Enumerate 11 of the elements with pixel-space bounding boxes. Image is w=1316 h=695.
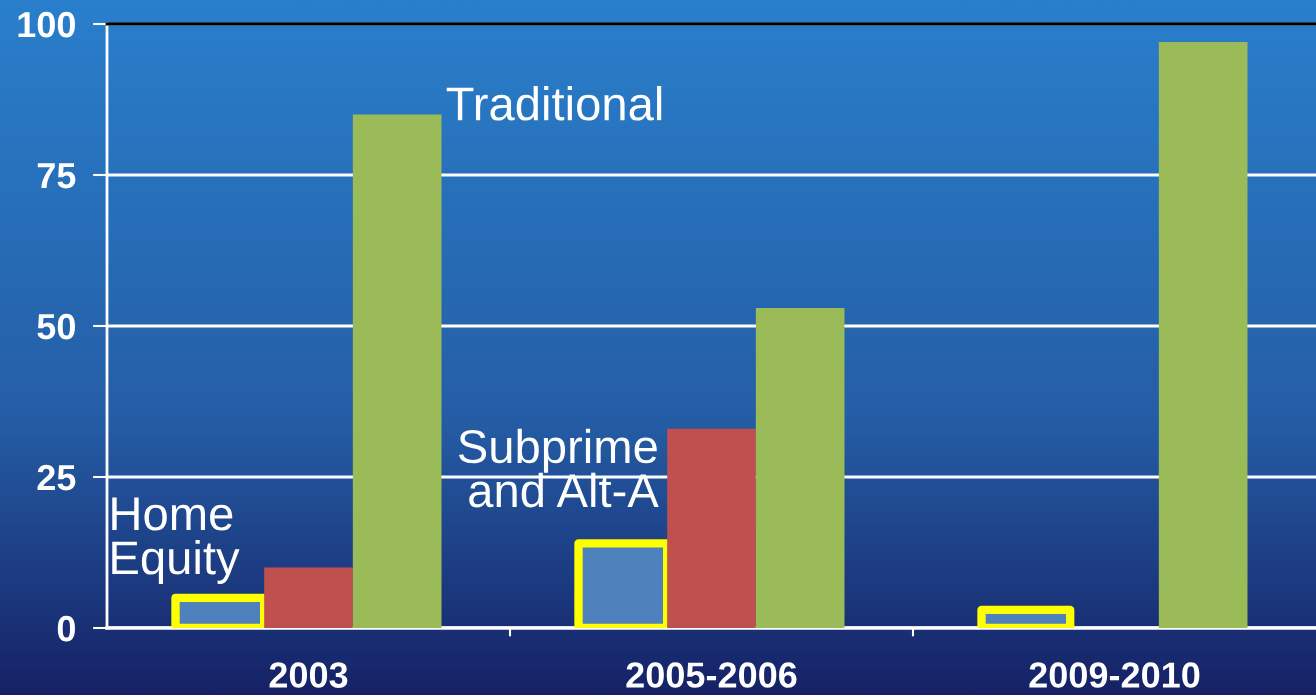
- x-tick-label: 2003: [269, 662, 348, 688]
- y-tick-label: 25: [37, 464, 76, 491]
- y-tick-label: 0: [57, 615, 75, 642]
- y-tick-label: 75: [37, 163, 76, 189]
- x-tick-label: 2009-2010: [1029, 662, 1200, 688]
- y-tick-label: 50: [37, 313, 75, 340]
- series-label: Subprime and Alt-A: [458, 428, 659, 508]
- series-label: Traditional: [446, 85, 662, 121]
- series-label: Home Equity: [112, 497, 240, 584]
- x-tick-label: 2005-2006: [626, 662, 797, 688]
- y-tick-label: 100: [18, 11, 75, 38]
